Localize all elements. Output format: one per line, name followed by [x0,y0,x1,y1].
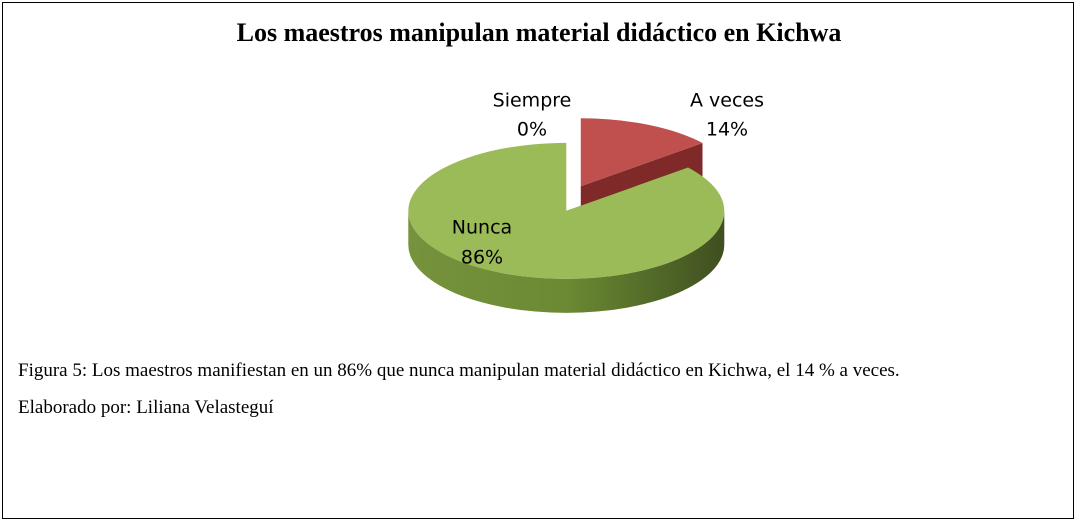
slice-label: A veces [690,90,764,112]
slice-value-label: 0% [517,119,547,141]
chart: Los maestros manipulan material didáctic… [237,18,842,313]
slice-value-label: 86% [461,247,503,269]
slice-value-label: 14% [706,119,748,141]
slice-label: Siempre [493,90,572,112]
slice-wall [408,210,725,313]
figure-caption: Figura 5: Los maestros manifiestan en un… [18,352,1062,389]
credit: Elaborado por: Liliana Velasteguí [18,389,1062,426]
credit-name: Liliana Velasteguí [136,397,274,418]
slice [408,142,725,279]
chart-title: Los maestros manipulan material didáctic… [237,18,842,47]
slice [580,118,703,187]
figure-text: Los maestros manifiestan en un 86% que n… [91,360,900,381]
figure-label: Figura 5: [18,360,88,381]
caption: Figura 5: Los maestros manifiestan en un… [18,352,1062,426]
credit-label: Elaborado por: [18,397,132,418]
slice-label: Nunca [452,217,512,239]
